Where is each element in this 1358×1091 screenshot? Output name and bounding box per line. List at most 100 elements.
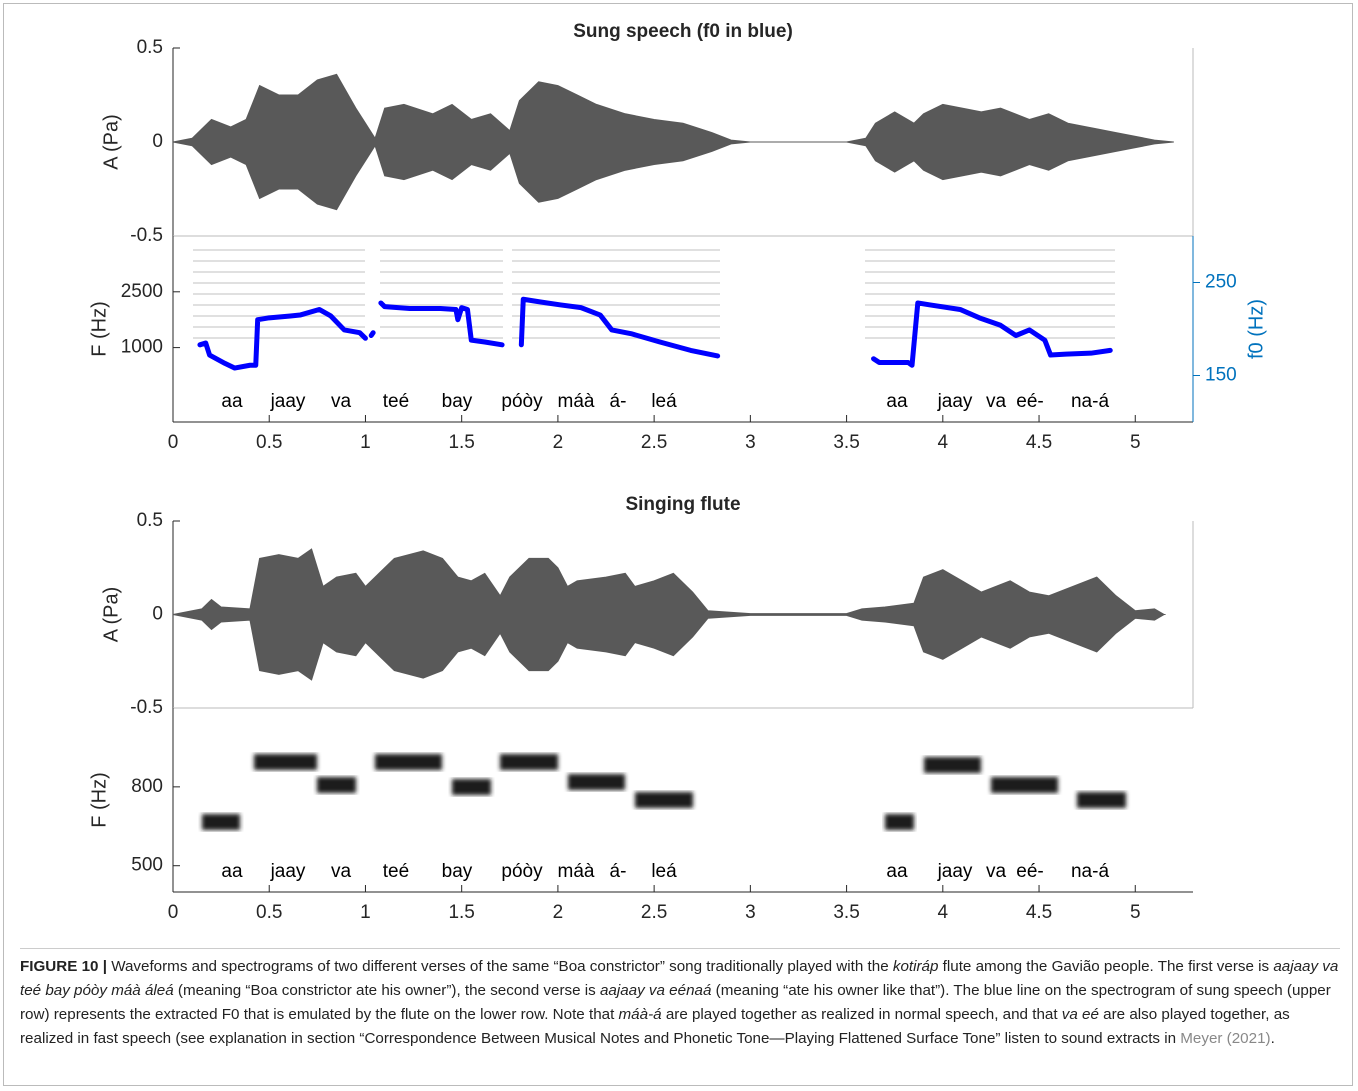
spectrogram-band: [568, 774, 625, 790]
syllable-label: aa: [221, 391, 243, 412]
spectrogram-band: [317, 777, 356, 793]
x-tick-label: 1.5: [448, 902, 474, 923]
syllable-label: aa: [221, 861, 243, 882]
y-tick-label: 2500: [121, 281, 163, 302]
caption-text: .: [1270, 1030, 1275, 1047]
syllable-label: jaay: [937, 861, 973, 882]
waveform: [172, 141, 1174, 211]
figure-frame: [3, 3, 1353, 1086]
x-tick-label: 1: [360, 902, 371, 923]
syllable-label: va: [986, 391, 1007, 412]
x-tick-label: 2: [553, 902, 564, 923]
syllable-label: teé: [383, 861, 409, 882]
f0-line: [197, 296, 1113, 371]
syllable-label: eé-: [1016, 391, 1043, 412]
y2-axis-label: f0 (Hz): [1245, 299, 1267, 359]
x-tick-label: 0.5: [256, 902, 282, 923]
x-tick-label: 3: [745, 902, 756, 923]
chart-title: Sung speech (f0 in blue): [573, 21, 793, 42]
caption-text: va eé: [1061, 1006, 1099, 1023]
spectrogram-band: [924, 757, 981, 773]
y2-tick-label: 150: [1205, 365, 1237, 386]
y-axis-label: F (Hz): [88, 772, 110, 828]
syllable-label: aa: [886, 861, 908, 882]
caption-text: are played together as realized in norma…: [661, 1006, 1062, 1023]
caption-text: kotiráp: [892, 958, 939, 975]
x-tick-label: 4: [938, 432, 949, 453]
syllable-label: leá: [651, 861, 677, 882]
y-tick-label: 500: [131, 855, 163, 876]
caption: FIGURE 10 | Waveforms and spectrograms o…: [20, 948, 1340, 1051]
y-axis-label: A (Pa): [100, 587, 122, 643]
waveform: [172, 73, 1174, 143]
x-tick-label: 3: [745, 432, 756, 453]
syllable-label: bay: [442, 861, 473, 882]
spectrogram-band: [375, 754, 442, 770]
syllable-label: póòy: [501, 861, 543, 882]
spectrogram-band: [635, 792, 693, 808]
x-tick-label: 5: [1130, 902, 1141, 923]
reference-link[interactable]: Meyer (2021): [1180, 1030, 1271, 1047]
caption-text: (meaning “Boa constrictor ate his owner”…: [173, 982, 600, 999]
x-tick-label: 0: [168, 432, 179, 453]
y-tick-label: 0: [152, 604, 163, 625]
x-tick-label: 0.5: [256, 432, 282, 453]
y-axis-label: A (Pa): [100, 114, 122, 170]
syllable-label: na-á: [1071, 391, 1109, 412]
y-tick-label: 1000: [121, 337, 163, 358]
x-tick-label: 5: [1130, 432, 1141, 453]
x-tick-label: 0: [168, 902, 179, 923]
y-tick-label: -0.5: [130, 697, 163, 718]
spectrogram-band: [202, 814, 240, 830]
syllable-label: jaay: [937, 391, 973, 412]
syllable-label: eé-: [1016, 861, 1043, 882]
x-tick-label: 1: [360, 432, 371, 453]
x-tick-label: 4: [938, 902, 949, 923]
syllable-label: teé: [383, 391, 409, 412]
caption-text: aajaay va teé bay póòy máà áleá: [20, 958, 1339, 999]
x-tick-label: 2.5: [641, 432, 667, 453]
waveform: [172, 548, 1166, 615]
y-axis-label: F (Hz): [88, 301, 110, 357]
caption-text: are also played together, as realized in…: [20, 1006, 1290, 1047]
y-tick-label: 800: [131, 776, 163, 797]
spectrogram-band: [991, 777, 1058, 793]
caption-label: FIGURE 10 |: [20, 958, 107, 975]
caption-text: (meaning “ate his owner like that”). The…: [20, 982, 1331, 1023]
syllable-label: va: [331, 391, 352, 412]
syllable-label: jaay: [270, 391, 306, 412]
syllable-label: va: [331, 861, 352, 882]
chart-title: Singing flute: [625, 494, 740, 515]
syllable-label: póòy: [501, 391, 543, 412]
y-tick-label: 0.5: [137, 37, 163, 58]
syllable-label: va: [986, 861, 1007, 882]
spectrogram-band: [500, 754, 558, 770]
y-tick-label: 0.5: [137, 510, 163, 531]
spectrogram-band: [254, 754, 317, 770]
spectrogram-band: [885, 814, 914, 830]
waveform: [172, 614, 1166, 681]
y-tick-label: -0.5: [130, 225, 163, 246]
caption-text: Waveforms and spectrograms of two differ…: [106, 958, 893, 975]
spectrogram-band: [452, 779, 491, 795]
syllable-label: máà: [558, 391, 595, 412]
syllable-label: á-: [610, 391, 627, 412]
syllable-label: na-á: [1071, 861, 1109, 882]
y2-tick-label: 250: [1205, 272, 1237, 293]
spectrogram-band: [1077, 792, 1126, 808]
syllable-label: jaay: [270, 861, 306, 882]
caption-text: flute among the Gavião people. The first…: [938, 958, 1274, 975]
syllable-label: á-: [610, 861, 627, 882]
x-tick-label: 2: [553, 432, 564, 453]
figure: Sung speech (f0 in blue) A (Pa) 0.5 0 -0.5 F …: [88, 21, 1267, 923]
x-tick-label: 1.5: [448, 432, 474, 453]
syllable-label: bay: [442, 391, 473, 412]
caption-text: aajaay va eénaá: [599, 982, 712, 999]
x-tick-label: 3.5: [833, 902, 859, 923]
syllable-label: aa: [886, 391, 908, 412]
syllable-label: máà: [558, 861, 595, 882]
x-tick-label: 2.5: [641, 902, 667, 923]
x-tick-label: 4.5: [1026, 902, 1052, 923]
x-tick-label: 3.5: [833, 432, 859, 453]
